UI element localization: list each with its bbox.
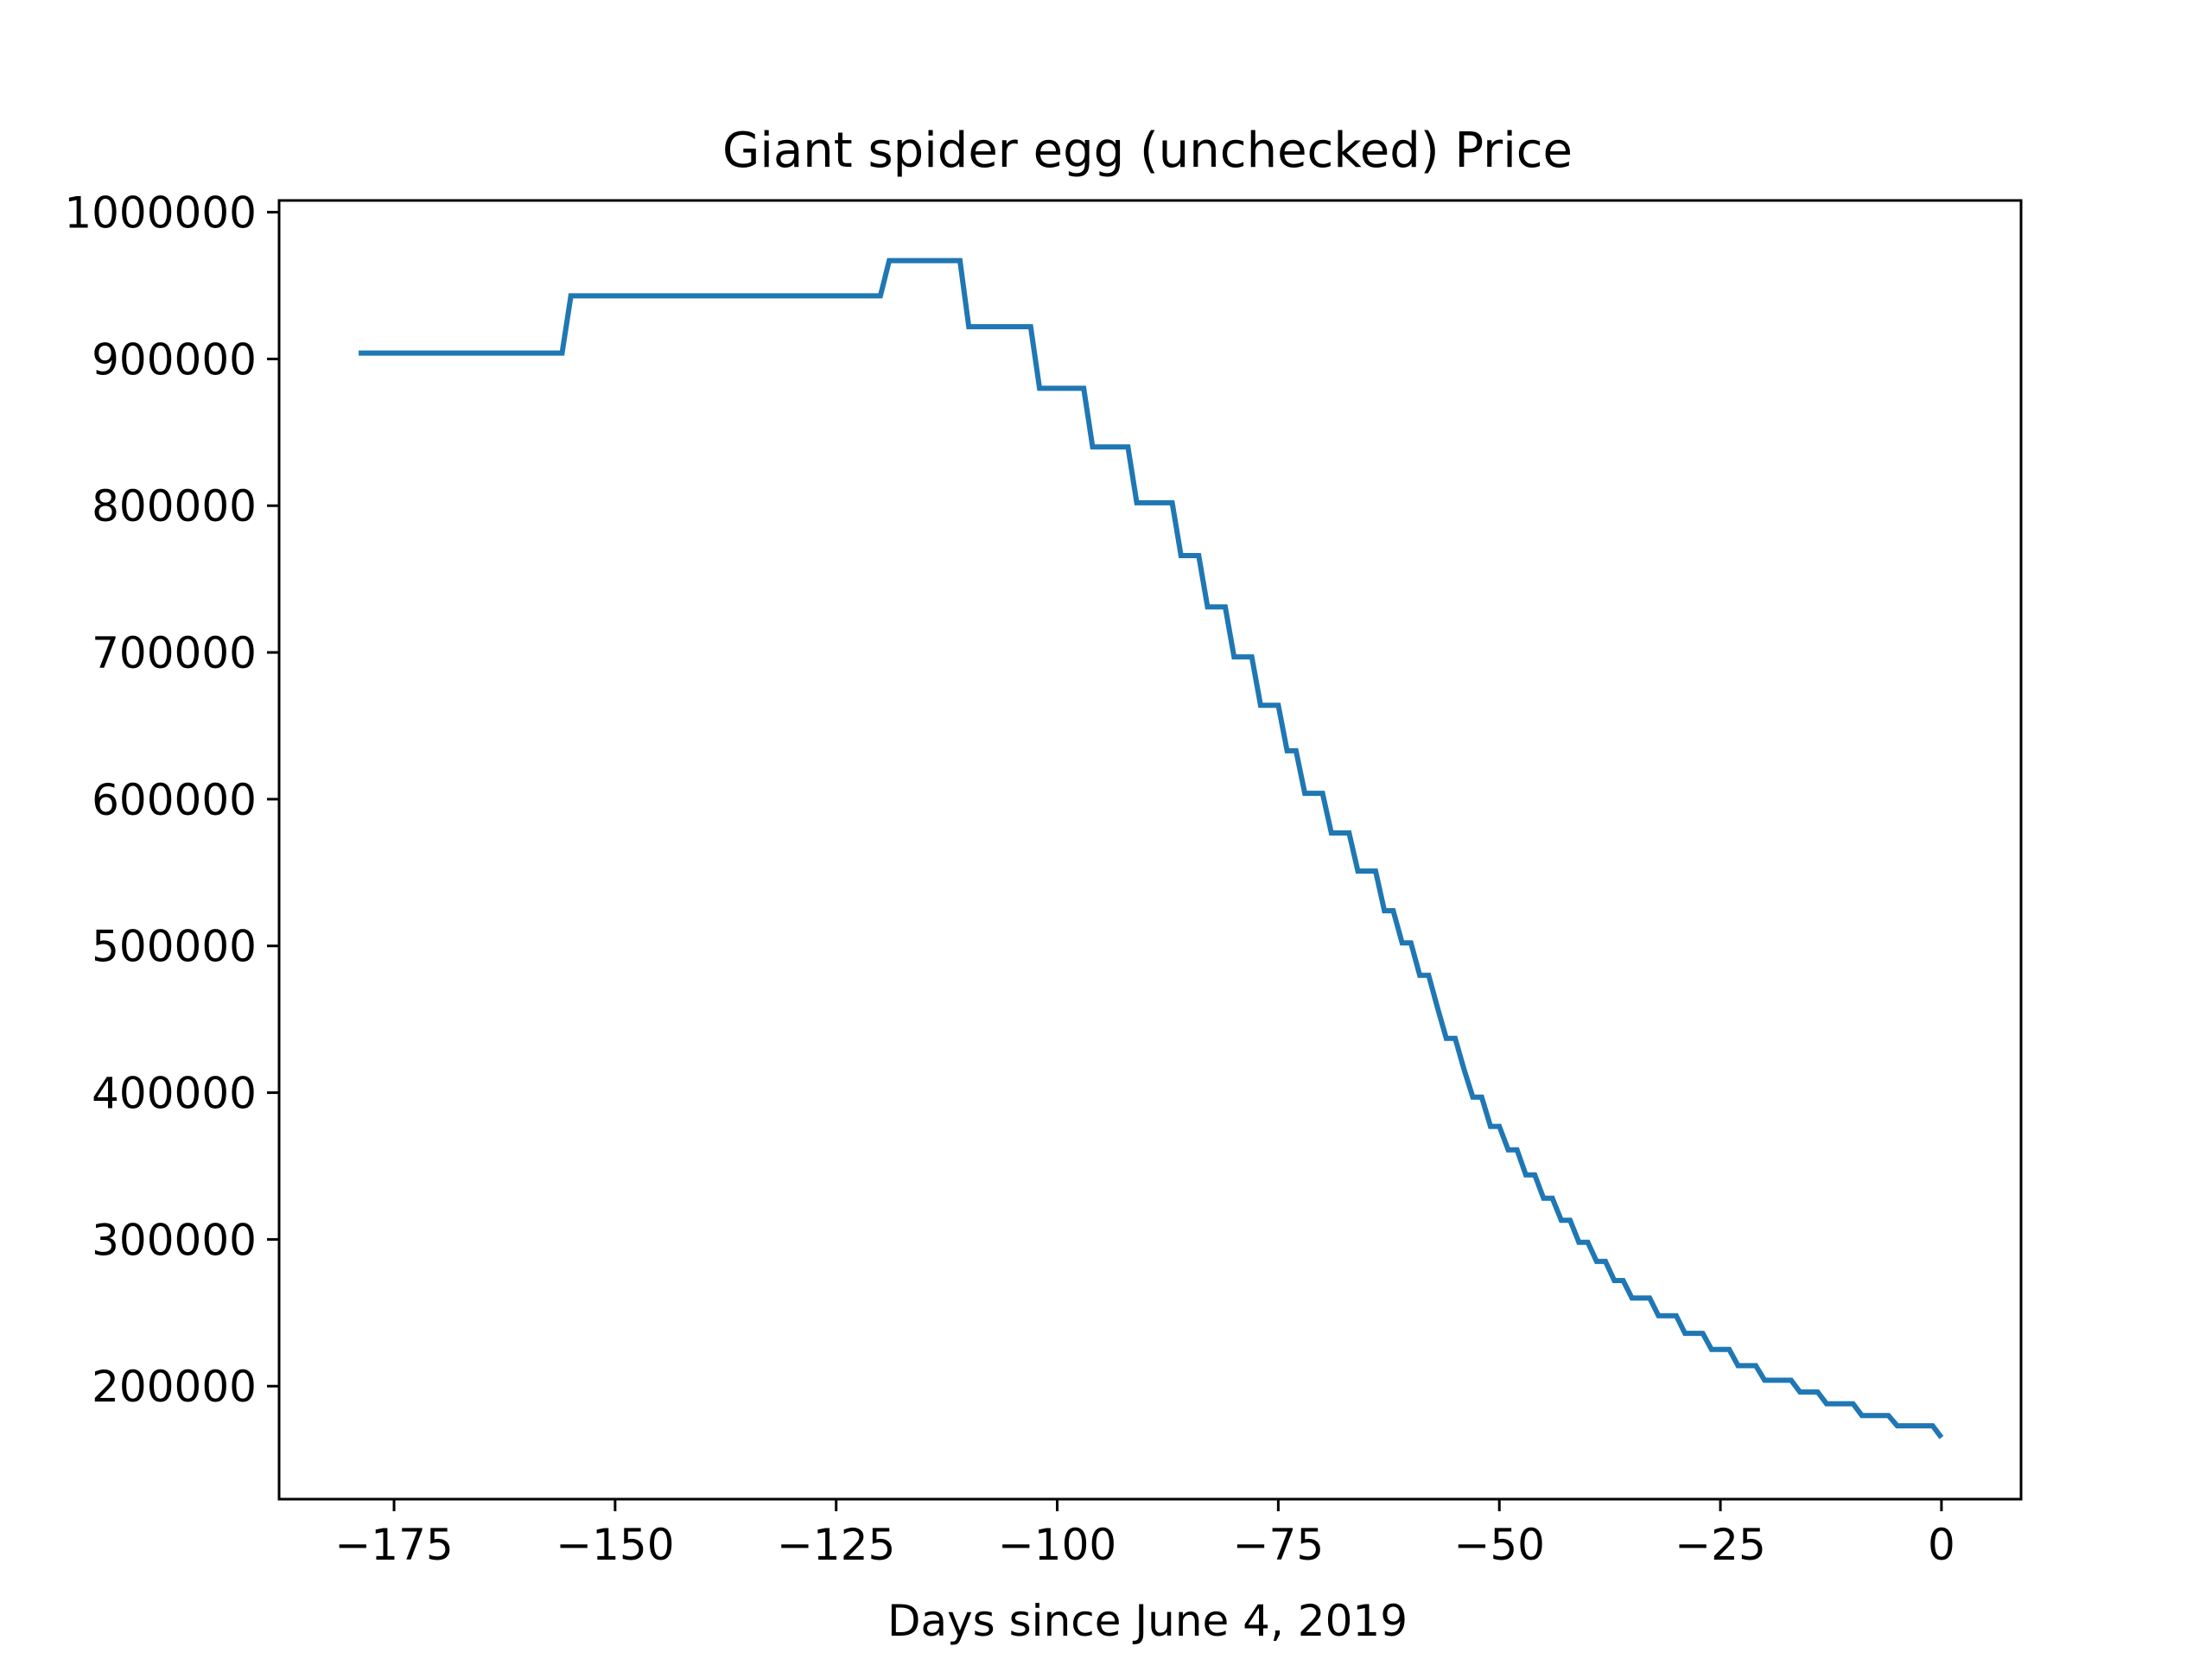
chart-title: Giant spider egg (unchecked) Price [722, 123, 1573, 179]
y-tick-label: 1000000 [64, 188, 257, 238]
y-tick-label: 500000 [92, 922, 257, 972]
x-axis-label: Days since June 4, 2019 [887, 1596, 1408, 1646]
y-tick-label: 800000 [92, 481, 257, 531]
y-axis-ticks: 200000 300000 400000 500000 600000 700000 8000… [64, 188, 279, 1412]
y-tick-label: 200000 [92, 1362, 257, 1412]
x-axis-ticks: −175 −150 −125 −100 −75 −50 −25 0 [334, 1499, 1955, 1570]
x-tick-label: −125 [777, 1520, 895, 1570]
x-tick-label: −25 [1675, 1520, 1766, 1570]
plot-area-frame [277, 199, 2023, 1501]
x-tick-label: 0 [1928, 1520, 1955, 1570]
series-line-0 [359, 257, 1944, 1440]
y-tick-label: 700000 [92, 628, 257, 678]
x-tick-label: −100 [998, 1520, 1116, 1570]
x-tick-label: −150 [556, 1520, 674, 1570]
x-tick-label: −175 [334, 1520, 453, 1570]
y-tick-label: 900000 [92, 334, 257, 385]
y-tick-label: 400000 [92, 1069, 257, 1119]
y-tick-label: 600000 [92, 775, 257, 825]
x-tick-label: −50 [1453, 1520, 1545, 1570]
y-tick-label: 300000 [92, 1215, 257, 1265]
series-layer [359, 257, 1944, 1440]
x-tick-label: −75 [1233, 1520, 1325, 1570]
